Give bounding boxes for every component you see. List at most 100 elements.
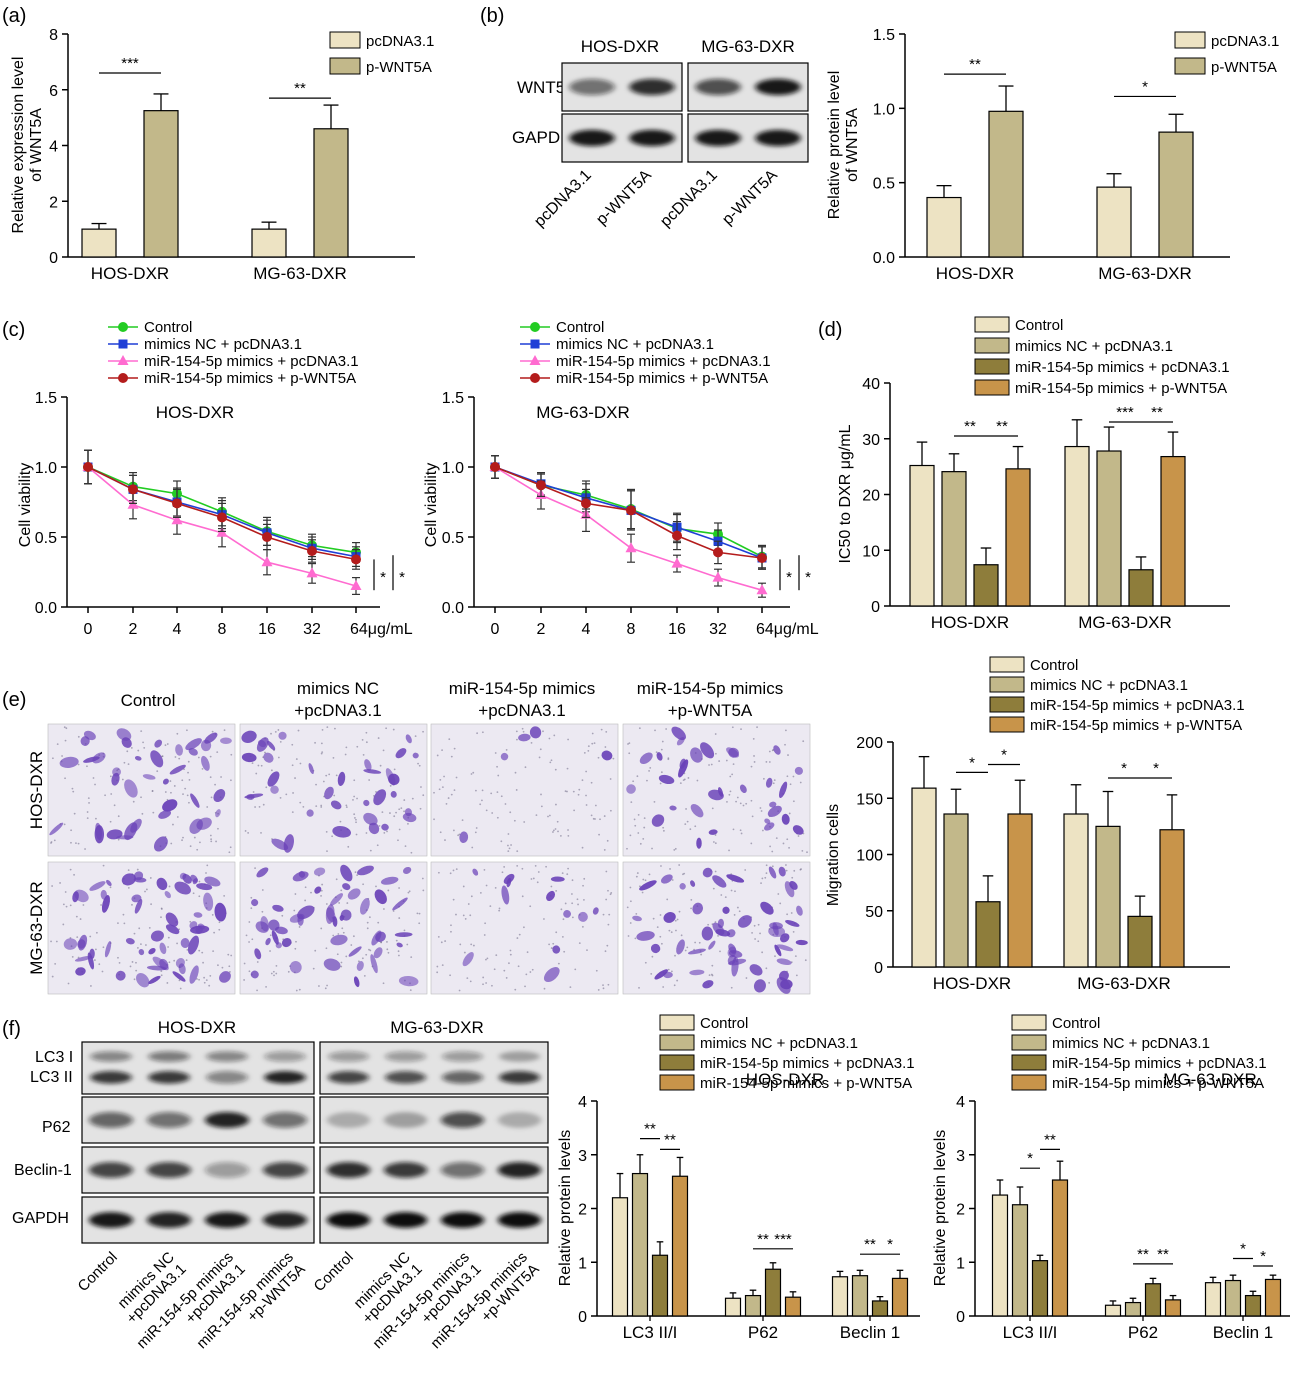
membrane-pore (366, 921, 369, 924)
bar (891, 1277, 909, 1317)
stained-cell (241, 752, 257, 763)
membrane-pore (156, 770, 159, 773)
stained-cell (306, 809, 314, 817)
membrane-pore (668, 929, 671, 932)
membrane-pore (314, 949, 317, 952)
stained-cell (201, 755, 210, 771)
membrane-pore (333, 794, 336, 797)
membrane-pore (561, 935, 564, 938)
stained-cell (267, 740, 276, 751)
membrane-pore (609, 778, 612, 780)
membrane-pore (389, 812, 391, 814)
stained-cell (795, 939, 808, 946)
membrane-pore (745, 802, 748, 805)
membrane-pore (223, 729, 226, 732)
membrane-pore (591, 732, 594, 735)
stained-cell (220, 737, 232, 744)
y-tick-label: 0.0 (35, 600, 57, 617)
membrane-pore (447, 797, 450, 799)
membrane-pore (450, 924, 452, 927)
membrane-pore (630, 801, 633, 804)
x-tick-label: 64μg/mL (756, 621, 819, 638)
stained-cell (639, 752, 653, 765)
membrane-pore (555, 931, 558, 934)
membrane-pore (606, 944, 609, 947)
bar (1158, 131, 1194, 258)
membrane-pore (272, 970, 275, 973)
membrane-pore (422, 889, 425, 892)
membrane-pore (591, 742, 594, 745)
membrane-pore (93, 959, 96, 961)
membrane-pore (660, 865, 662, 867)
membrane-pore (593, 742, 596, 744)
membrane-pore (587, 750, 590, 752)
membrane-pore (485, 958, 487, 961)
membrane-pore (299, 801, 302, 804)
membrane-pore (771, 850, 774, 853)
chart-title: MG-63-DXR (1163, 1070, 1257, 1089)
bar (1160, 455, 1186, 607)
membrane-pore (54, 962, 57, 965)
membrane-pore (725, 759, 728, 762)
membrane-pore (265, 985, 267, 988)
membrane-pore (179, 987, 182, 990)
membrane-pore (505, 977, 508, 979)
stained-cell (162, 799, 178, 812)
membrane-pore (320, 742, 323, 745)
membrane-pore (392, 728, 395, 731)
membrane-pore (696, 779, 699, 782)
membrane-pore (483, 868, 486, 871)
membrane-pore (569, 986, 572, 988)
membrane-pore (510, 844, 512, 846)
membrane-pore (166, 743, 169, 745)
legend-label: miR-154-5p mimics + pcDNA3.1 (1052, 1055, 1267, 1072)
stained-cell (148, 975, 161, 985)
blot-band (441, 1071, 484, 1084)
membrane-pore (365, 741, 368, 744)
membrane-pore (320, 752, 323, 755)
micrograph-column-label: +pcDNA3.1 (294, 701, 381, 720)
membrane-pore (403, 799, 406, 801)
marker (490, 462, 500, 472)
membrane-pore (772, 782, 775, 785)
membrane-pore (661, 740, 664, 743)
panel-letter: (a) (2, 5, 26, 27)
significance-label: * (1260, 1248, 1266, 1265)
stained-cell (63, 938, 78, 950)
membrane-pore (485, 982, 488, 984)
blot-band (146, 1212, 192, 1228)
membrane-pore (786, 775, 789, 778)
marker (307, 546, 317, 556)
membrane-pore (113, 804, 116, 807)
membrane-pore (548, 737, 551, 740)
stained-cell (142, 774, 156, 780)
stained-cell (265, 937, 271, 946)
membrane-pore (678, 864, 681, 866)
x-tick-label: 0 (84, 621, 93, 638)
panel-letter: (c) (2, 319, 25, 341)
legend-label: Control (144, 319, 192, 336)
membrane-pore (573, 809, 576, 812)
stained-cell (357, 865, 374, 876)
membrane-pore (127, 763, 130, 766)
membrane-pore (690, 907, 692, 910)
membrane-pore (189, 845, 192, 848)
membrane-pore (698, 941, 701, 944)
stained-cell (592, 907, 599, 915)
membrane-pore (439, 778, 442, 781)
stained-cell (764, 818, 771, 824)
membrane-pore (496, 791, 499, 794)
membrane-pore (507, 850, 510, 853)
membrane-pore (603, 815, 606, 817)
blot-band (755, 129, 801, 147)
stained-cell (272, 904, 284, 912)
membrane-pore (433, 791, 435, 794)
membrane-pore (553, 734, 556, 737)
membrane-pore (51, 975, 54, 978)
membrane-pore (690, 898, 693, 901)
membrane-pore (708, 764, 710, 766)
membrane-pore (571, 902, 574, 905)
membrane-pore (660, 748, 663, 751)
bar (1011, 1204, 1029, 1317)
membrane-pore (166, 982, 169, 984)
